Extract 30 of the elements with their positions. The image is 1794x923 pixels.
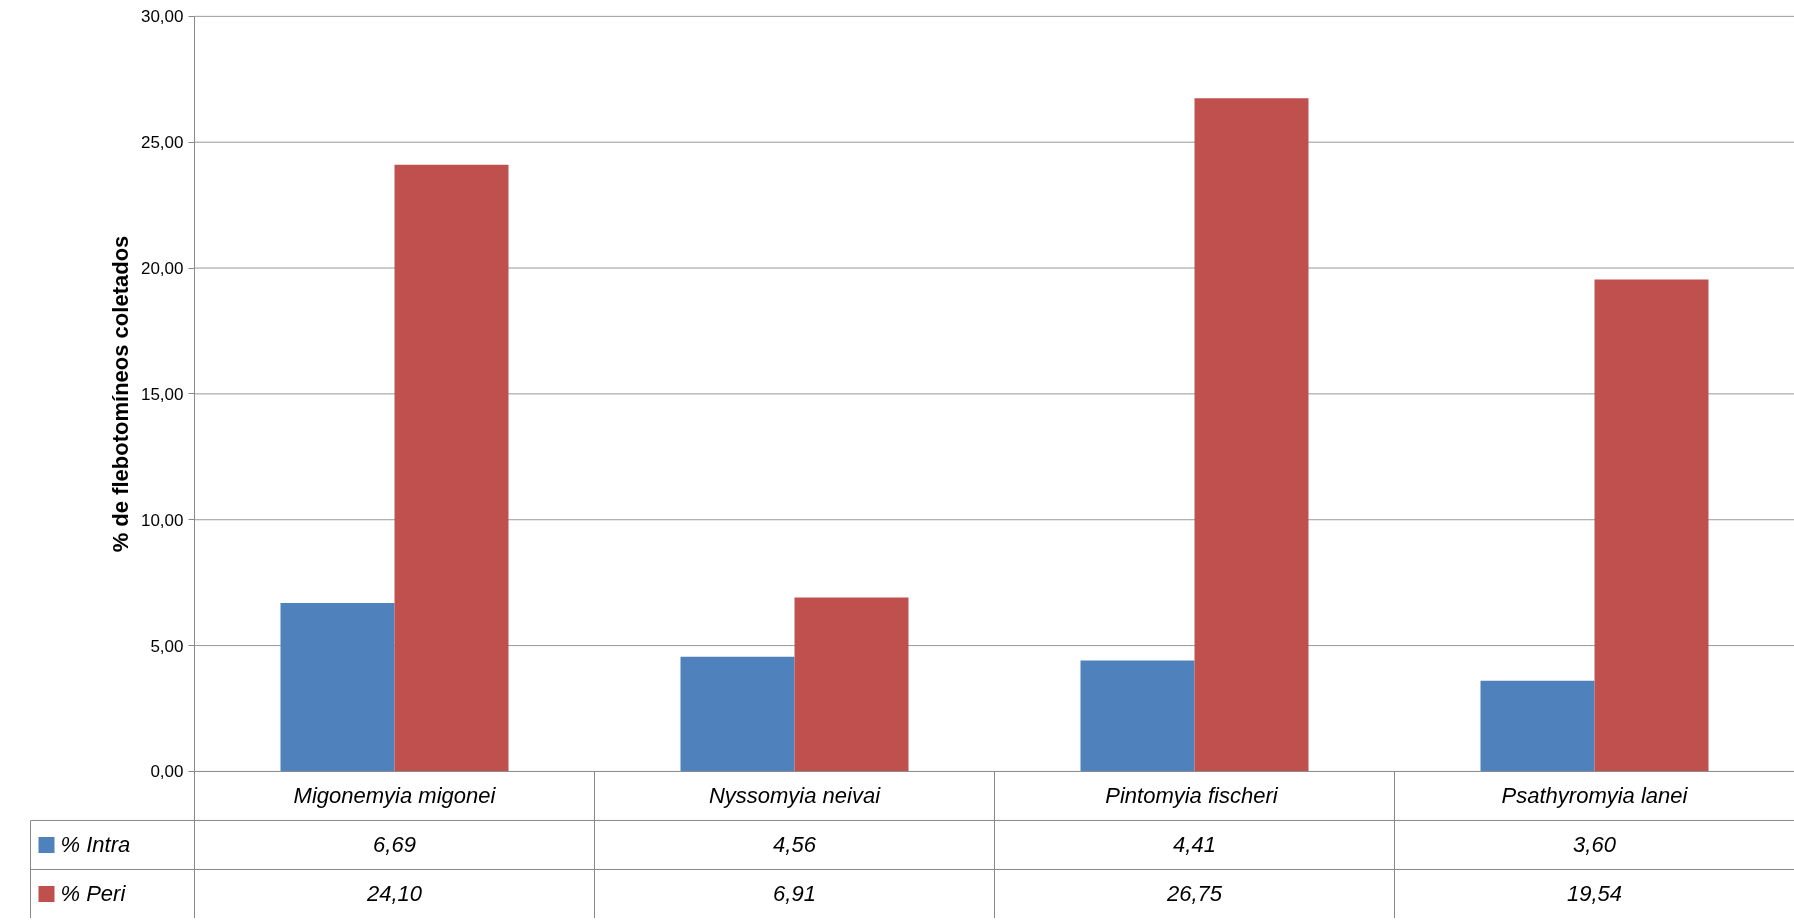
bar	[280, 603, 395, 772]
bar	[1194, 98, 1309, 772]
y-axis-title: % de flebotomíneos coletados	[107, 235, 133, 553]
data-label: 3,60	[1573, 832, 1617, 858]
y-tick-label: 5,00	[150, 636, 184, 656]
legend-label: % Peri	[60, 881, 127, 907]
bar	[1080, 660, 1195, 772]
y-tick-label: 25,00	[140, 133, 184, 153]
x-tick-label: Psathyromyia lanei	[1501, 783, 1689, 809]
x-tick-label: Pintomyia fischeri	[1105, 783, 1279, 809]
y-tick-label: 20,00	[140, 259, 184, 279]
bar	[680, 656, 795, 772]
bar	[794, 597, 909, 772]
bar	[1594, 279, 1709, 772]
bar	[394, 164, 509, 772]
legend-label: % Intra	[60, 832, 131, 858]
data-label: 19,54	[1566, 881, 1623, 907]
y-tick-label: 30,00	[140, 7, 184, 27]
bar	[1480, 680, 1595, 772]
data-label: 6,91	[773, 881, 816, 907]
data-label: 24,10	[365, 881, 423, 907]
x-tick-label: Nyssomyia neivai	[708, 783, 882, 809]
y-tick-label: 10,00	[140, 510, 184, 530]
data-label: 4,56	[773, 832, 817, 858]
data-label: 4,41	[1173, 832, 1216, 858]
y-tick-label: 15,00	[140, 384, 184, 404]
y-tick-label: 0,00	[150, 762, 184, 782]
data-label: 6,69	[373, 832, 416, 858]
x-tick-label: Migonemyia migonei	[293, 783, 497, 809]
data-label: 26,75	[1165, 881, 1223, 907]
